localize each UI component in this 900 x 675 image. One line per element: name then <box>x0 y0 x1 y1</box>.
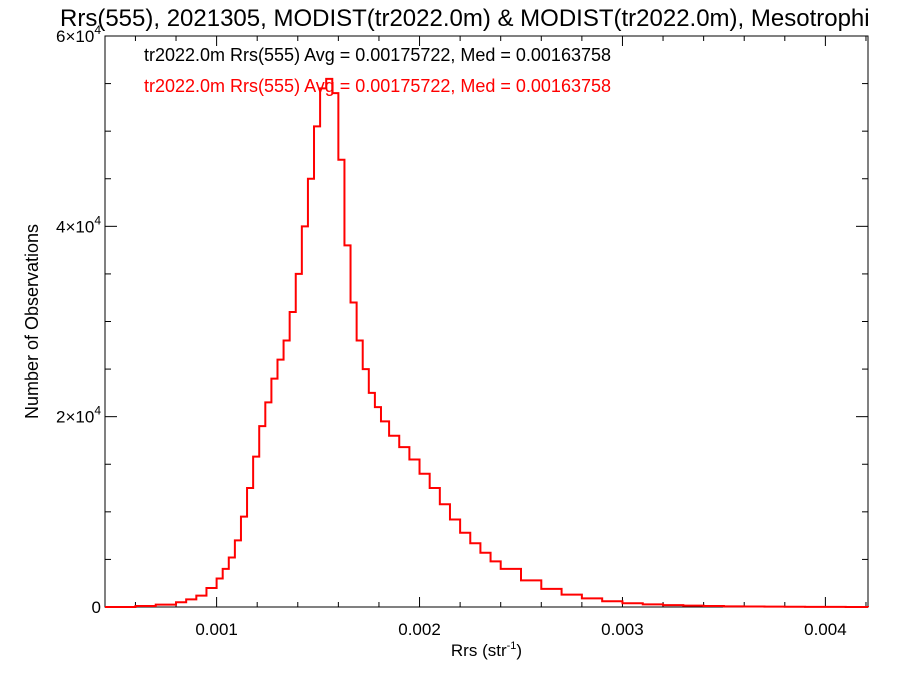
chart-title: Rrs(555), 2021305, MODIST(tr2022.0m) & M… <box>60 5 870 32</box>
y-tick-label: 4×104 <box>56 213 101 236</box>
x-tick-label: 0.004 <box>804 620 847 639</box>
plot-frame <box>104 35 869 608</box>
x-tick-label: 0.002 <box>398 620 441 639</box>
x-tick-label: 0.003 <box>601 620 644 639</box>
y-tick-exponent: 4 <box>94 213 101 227</box>
series-layer <box>105 77 869 608</box>
x-axis-label-suffix: ) <box>516 641 522 660</box>
y-axis-label: Number of Observations <box>22 224 42 419</box>
axes <box>104 35 869 608</box>
y-tick-label: 0 <box>92 598 101 617</box>
x-axis-label-exponent: -1 <box>507 640 517 652</box>
x-axis-label: Rrs (str-1) <box>451 640 522 660</box>
y-tick-exponent: 4 <box>94 404 101 418</box>
y-tick-exponent: 4 <box>94 23 101 37</box>
histogram-series-line <box>105 77 869 608</box>
x-tick-label: 0.001 <box>195 620 238 639</box>
y-tick-label: 2×104 <box>56 404 101 427</box>
stats-annotation: tr2022.0m Rrs(555) Avg = 0.00175722, Med… <box>144 45 611 65</box>
y-tick-label: 6×104 <box>56 23 101 46</box>
stats-annotation: tr2022.0m Rrs(555) Avg = 0.00175722, Med… <box>144 76 611 96</box>
text-layer: 0.001 0.002 0.003 0.004 0 2×104 4×104 6×104Rrs(… <box>22 5 870 660</box>
